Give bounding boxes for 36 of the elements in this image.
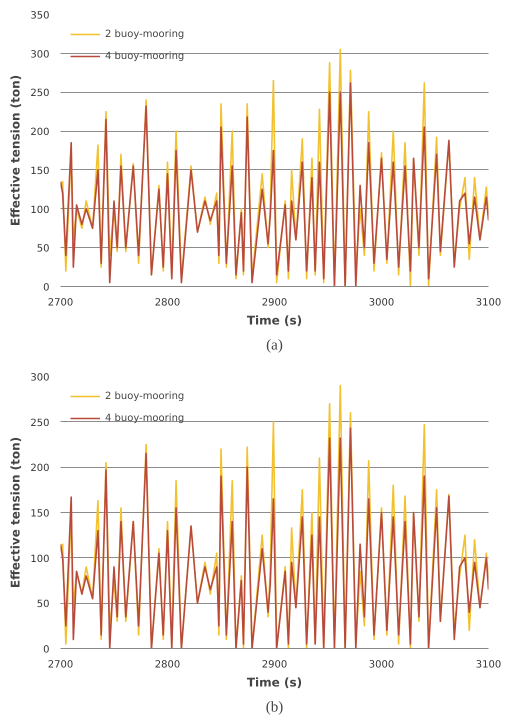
x-tick-label: 3000	[368, 298, 394, 308]
line-series	[60, 427, 488, 648]
y-tick-label: 200	[30, 463, 50, 474]
legend-label: 4 buoy-mooring	[105, 412, 184, 424]
x-tick-label: 3100	[476, 660, 502, 670]
x-tick-label: 2700	[48, 298, 74, 308]
y-tick-label: 250	[30, 88, 50, 100]
y-axis-title: Effective tension (ton)	[8, 74, 22, 226]
y-tick-label: 300	[30, 49, 50, 60]
legend-label: 4 buoy-mooring	[105, 50, 184, 62]
y-tick-label: 150	[30, 508, 50, 520]
y-tick-label: 150	[30, 166, 50, 177]
legend-label: 2 buoy-mooring	[105, 390, 184, 402]
x-tick-label: 2800	[154, 660, 180, 670]
y-tick-label: 250	[30, 418, 50, 429]
y-tick-label: 0	[43, 644, 50, 656]
x-tick-label: 2800	[154, 298, 180, 308]
y-tick-label: 0	[43, 282, 50, 294]
y-tick-label: 50	[36, 599, 50, 610]
y-axis-title: Effective tension (ton)	[8, 436, 22, 588]
y-tick-label: 300	[30, 372, 50, 384]
x-tick-label: 2700	[48, 660, 74, 670]
x-axis-title: Time (s)	[246, 314, 302, 328]
x-tick-label: 3100	[476, 298, 502, 308]
y-tick-label: 100	[30, 204, 50, 216]
y-tick-label: 350	[30, 10, 50, 22]
text: (b)	[266, 700, 284, 716]
y-tick-label: 200	[30, 127, 50, 138]
x-tick-label: 2900	[262, 298, 288, 308]
y-tick-label: 100	[30, 554, 50, 565]
x-tick-label: 2900	[262, 660, 288, 670]
legend-label: 2 buoy-mooring	[105, 28, 184, 40]
x-tick-label: 3000	[368, 660, 394, 670]
y-tick-label: 50	[36, 244, 50, 255]
x-axis-title: Time (s)	[246, 676, 302, 690]
text: (a)	[266, 338, 283, 354]
